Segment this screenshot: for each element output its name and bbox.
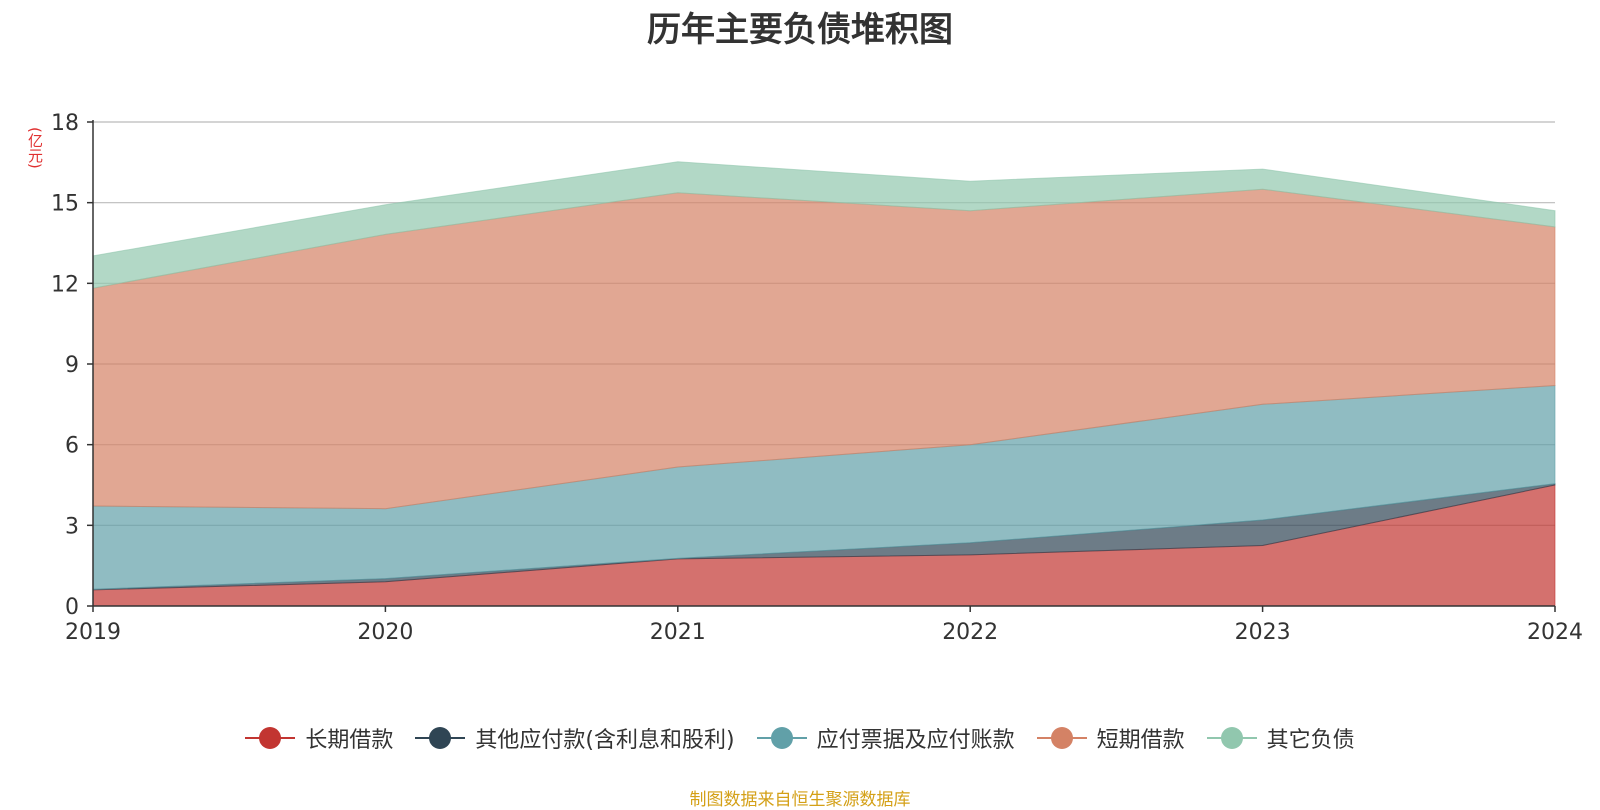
legend-label: 应付票据及应付账款 (816, 728, 1015, 753)
x-tick-label-2020: 2020 (357, 620, 413, 645)
y-tick-label-0: 0 (65, 595, 79, 620)
legend-marker-icon (415, 725, 466, 751)
x-tick-label-2023: 2023 (1235, 620, 1291, 645)
legend-label: 其它负债 (1266, 728, 1355, 753)
legend-item-3[interactable]: 短期借款 (1036, 722, 1185, 754)
area-series-4 (92, 161, 1556, 289)
x-tick-label-2022: 2022 (942, 620, 998, 645)
y-tick-label-18: 18 (51, 111, 79, 136)
legend-item-0[interactable]: 长期借款 (245, 722, 393, 754)
y-axis-unit-label: (亿元) (26, 127, 44, 169)
source-note: 制图数据来自恒生聚源数据库 (689, 790, 911, 810)
area-series-layer (92, 161, 1556, 607)
x-tick-label-2019: 2019 (65, 620, 121, 645)
legend-marker-icon (1036, 725, 1087, 751)
legend-item-1[interactable]: 其他应付款(含利息和股利) (415, 722, 735, 754)
y-tick-label-15: 15 (51, 192, 79, 217)
legend-label: 其他应付款(含利息和股利) (475, 728, 735, 753)
y-tick-label-12: 12 (51, 272, 79, 297)
y-tick-label-6: 6 (65, 434, 79, 459)
legend-marker-icon (756, 725, 807, 751)
legend: 长期借款 其他应付款(含利息和股利) 应付票据及应付账款 短期借款 其它负债 (0, 722, 1600, 754)
legend-item-4[interactable]: 其它负债 (1206, 722, 1355, 754)
legend-marker-icon (1206, 725, 1257, 751)
x-tick-label-2021: 2021 (650, 620, 706, 645)
legend-label: 短期借款 (1096, 728, 1185, 753)
y-tick-label-3: 3 (65, 514, 79, 539)
axes: 0 3 6 9 12 15 18 2019 2020 2021 2022 2023 2024 (51, 111, 1583, 645)
legend-marker-icon (245, 725, 296, 751)
y-tick-label-9: 9 (65, 353, 79, 378)
legend-item-2[interactable]: 应付票据及应付账款 (756, 722, 1015, 754)
chart-title: 历年主要负债堆积图 (647, 10, 953, 50)
x-tick-label-2024: 2024 (1527, 620, 1583, 645)
legend-label: 长期借款 (305, 728, 394, 753)
